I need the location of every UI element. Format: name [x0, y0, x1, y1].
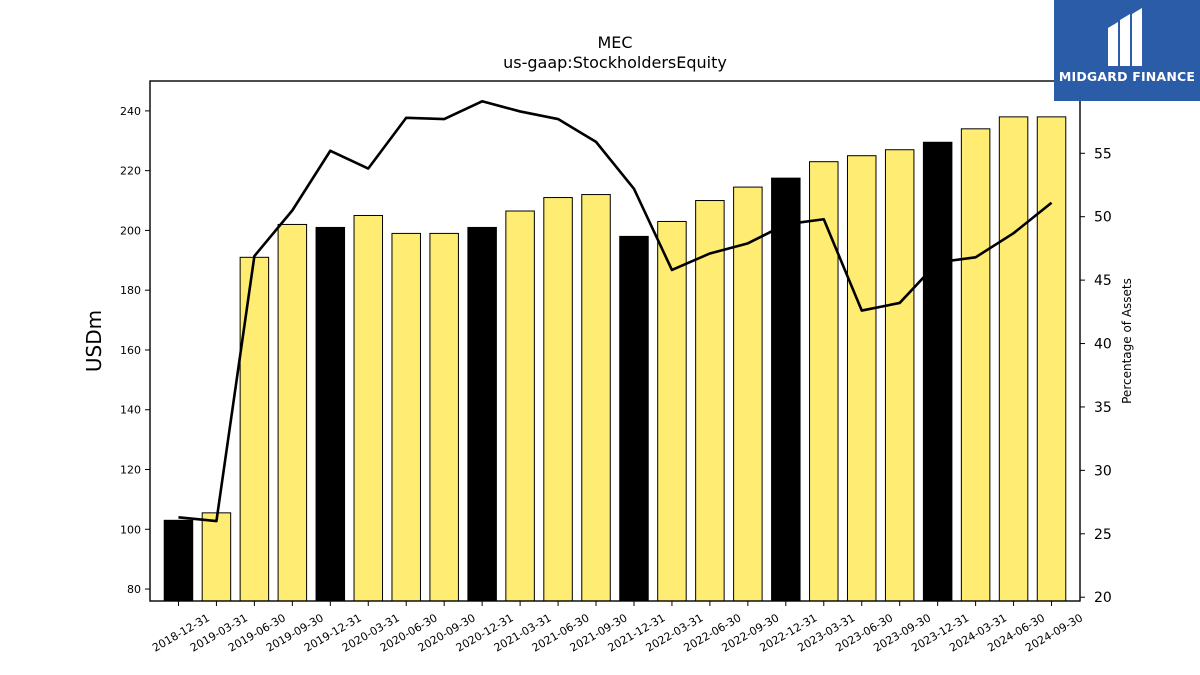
bar [846, 155, 877, 602]
chart-subtitle: us-gaap:StockholdersEquity [503, 53, 727, 72]
y-tick-label: 240 [120, 105, 141, 118]
y2-tick-label: 35 [1094, 400, 1112, 416]
y2-tick-label: 45 [1094, 273, 1112, 289]
y2-tick-label: 50 [1094, 210, 1112, 226]
bar [657, 220, 687, 602]
bar [809, 161, 839, 602]
bar [581, 194, 611, 602]
y-tick-label: 140 [120, 404, 141, 417]
y2-tick-label: 30 [1094, 463, 1112, 479]
y-tick-label: 160 [120, 344, 141, 357]
y-tick-label: 200 [120, 224, 141, 237]
brand-logo: MIDGARD FINANCE [1054, 0, 1200, 101]
y2-axis-label: Percentage of Assets [1120, 278, 1134, 404]
y-tick-label: 180 [120, 284, 141, 297]
line-group [178, 99, 1053, 523]
bar [505, 210, 535, 602]
y-axis-label: USDm [82, 310, 106, 372]
bar [771, 177, 801, 602]
bar [277, 223, 308, 602]
bar [695, 200, 725, 602]
logo-mark-icon [1108, 8, 1142, 66]
y2-tick-label: 40 [1094, 337, 1112, 353]
bar [239, 256, 270, 602]
plot-frame [149, 80, 1081, 602]
bar [163, 519, 194, 602]
y-tick-label: 120 [120, 464, 141, 477]
line-series [178, 99, 1053, 523]
y2-tick-label: 55 [1094, 146, 1112, 162]
bar [467, 226, 497, 602]
logo-text: MIDGARD FINANCE [1058, 69, 1196, 84]
bar [429, 232, 459, 602]
bar [391, 232, 421, 602]
bar [543, 197, 573, 602]
chart-title: MEC [597, 33, 632, 52]
bar [201, 512, 232, 602]
y-tick-label: 80 [127, 583, 141, 596]
bar [922, 141, 953, 602]
y2-tick-label: 20 [1094, 590, 1112, 606]
bar [998, 116, 1029, 602]
bar-group [163, 116, 1067, 602]
bar [619, 235, 649, 602]
bar [353, 214, 384, 602]
bar [884, 149, 915, 602]
y2-tick-label: 25 [1094, 527, 1112, 543]
bar [960, 128, 991, 602]
y-tick-label: 100 [120, 523, 141, 536]
y-tick-label: 220 [120, 165, 141, 178]
bar [733, 186, 763, 602]
bar [315, 226, 346, 602]
bar [1036, 116, 1067, 602]
